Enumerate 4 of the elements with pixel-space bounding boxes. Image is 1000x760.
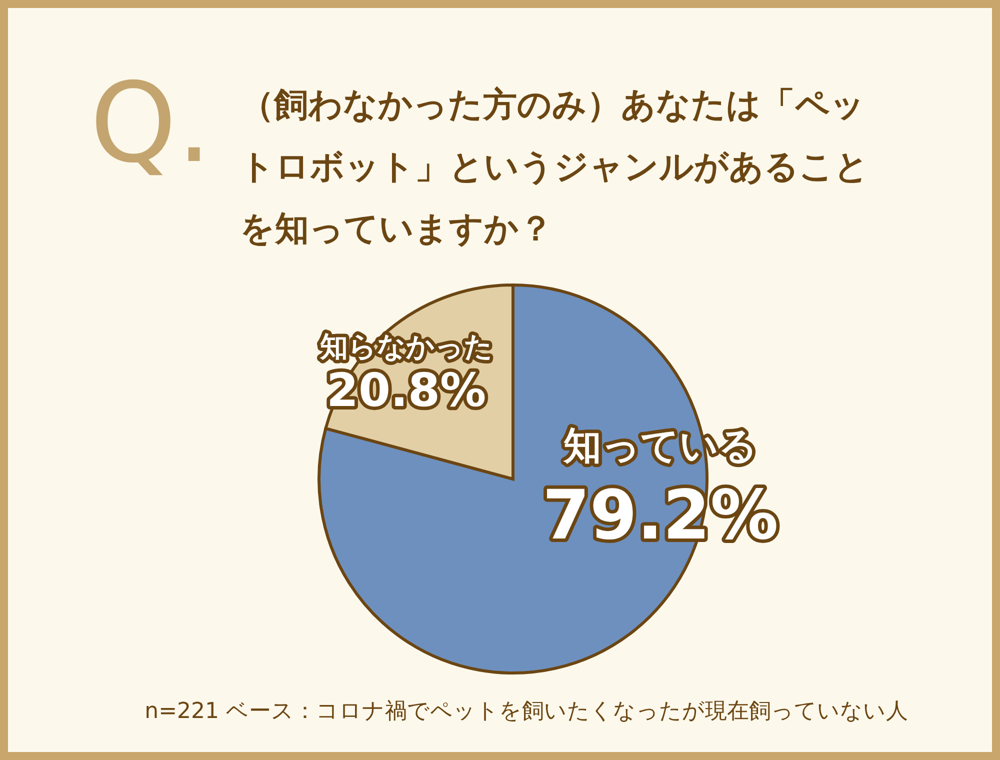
slice-label: 知らなかった [318, 330, 493, 364]
text: n=221 ベース：コロナ禍でペットを飼いたくなったが現在飼っていない人 [144, 698, 908, 726]
chart-title: （飼わなかった方のみ）あなたは「ペットロボット」というジャンルがあることを知っていますか？ [240, 84, 870, 251]
text: Q. [90, 59, 212, 187]
